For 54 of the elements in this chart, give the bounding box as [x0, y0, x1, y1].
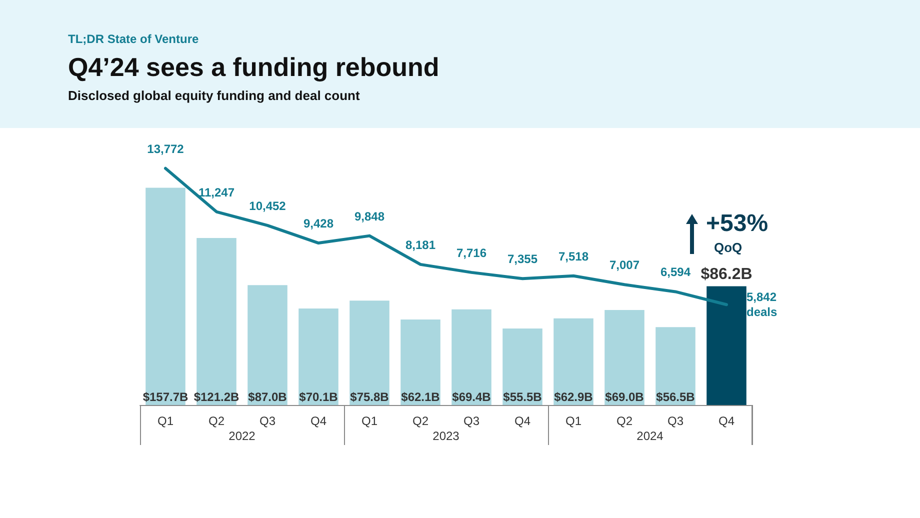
x-tick-label: Q2 [208, 414, 225, 428]
data-label: 8,181 [405, 238, 436, 252]
text: TL;DR State of Venture [68, 32, 199, 46]
annotation: +53% [706, 210, 768, 238]
x-tick-label: Q2 [412, 414, 429, 428]
data-label: 6,594 [660, 265, 691, 280]
x-tick-label: Q2 [616, 414, 633, 428]
data-label: $157.7B [142, 390, 189, 404]
x-tick-label: Q3 [667, 414, 684, 428]
chart-subtitle: Disclosed global equity funding and deal count [68, 88, 360, 103]
text: 2022 [228, 429, 256, 443]
data-label: 7,716 [456, 246, 487, 260]
bar [298, 308, 338, 405]
x-tick-label: Q1 [565, 414, 582, 428]
data-label: $75.8B [350, 390, 390, 404]
bar [400, 319, 440, 405]
bar [554, 318, 594, 405]
data-label: $87.0B [248, 390, 288, 404]
chart-title: Q4’24 sees a funding rebound [68, 52, 440, 83]
x-tick-label: Q4 [310, 414, 327, 428]
annotation: QoQ [714, 240, 742, 255]
bar [452, 309, 492, 405]
data-label: $56.5B [656, 390, 696, 404]
x-tick-label: Q1 [157, 414, 174, 428]
bar [656, 327, 696, 405]
data-label: 7,355 [507, 252, 538, 266]
x-tick-label: Q3 [259, 414, 276, 428]
bar [502, 328, 542, 405]
data-label: $69.4B [452, 390, 492, 404]
data-label: 9,428 [303, 216, 334, 231]
x-tick-label: Q1 [361, 414, 378, 428]
bar [706, 286, 746, 405]
data-label: 13,772 [147, 142, 184, 156]
x-tick-label: Q4 [718, 414, 735, 428]
data-label: $70.1B [299, 390, 338, 404]
text: 2023 [432, 429, 460, 443]
data-label: 11,247 [198, 185, 235, 200]
x-tick-label: Q4 [514, 414, 531, 428]
data-label: $86.2B [700, 266, 752, 283]
data-label: 9,848 [354, 209, 385, 224]
bar [350, 300, 390, 405]
data-label: $62.1B [401, 390, 440, 404]
data-label: $121.2B [194, 390, 240, 404]
data-label: $69.0B [605, 390, 644, 404]
data-label: 10,452 [249, 198, 286, 213]
data-label: 5,842 deals [746, 290, 780, 320]
bar [248, 285, 288, 405]
bar [604, 310, 644, 405]
data-label: $55.5B [503, 390, 542, 404]
x-tick-label: Q3 [463, 414, 480, 428]
text: 2024 [636, 429, 664, 443]
data-label: 7,007 [609, 258, 640, 272]
data-label: $62.9B [554, 390, 594, 404]
data-label: 7,518 [558, 249, 589, 264]
